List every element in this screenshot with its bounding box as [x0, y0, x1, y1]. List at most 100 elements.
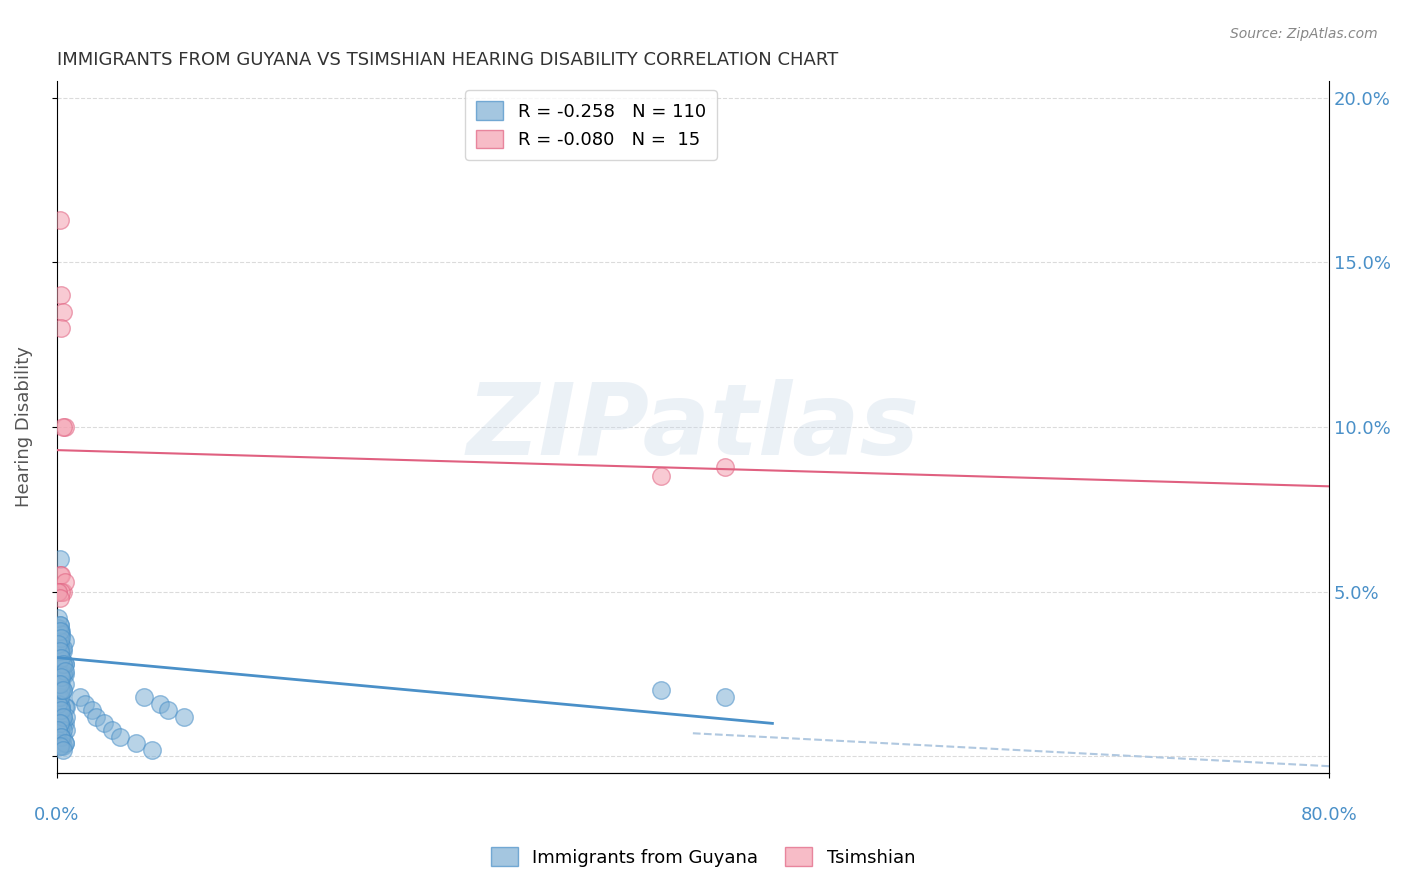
Point	[53, 716, 76, 731]
Point	[51, 321, 73, 335]
Point	[110, 730, 132, 744]
Point	[53, 667, 76, 681]
Point	[53, 677, 76, 691]
Point	[46, 723, 69, 737]
Point	[51, 584, 73, 599]
Point	[49, 617, 72, 632]
Point	[52, 584, 75, 599]
Point	[49, 212, 72, 227]
Point	[173, 710, 195, 724]
Point	[101, 723, 124, 737]
Point	[52, 730, 75, 744]
Point	[46, 697, 69, 711]
Point	[49, 677, 72, 691]
Point	[713, 690, 735, 704]
Point	[52, 716, 75, 731]
Point	[51, 700, 73, 714]
Point	[52, 723, 75, 737]
Point	[49, 683, 72, 698]
Point	[49, 644, 72, 658]
Point	[52, 640, 75, 655]
Point	[650, 683, 672, 698]
Point	[55, 710, 77, 724]
Point	[51, 690, 73, 704]
Point	[75, 697, 97, 711]
Point	[49, 624, 72, 639]
Point	[49, 683, 72, 698]
Point	[52, 644, 75, 658]
Point	[52, 657, 75, 672]
Point	[49, 634, 72, 648]
Point	[51, 677, 73, 691]
Point	[49, 700, 72, 714]
Point	[52, 683, 75, 698]
Point	[49, 551, 72, 566]
Point	[46, 650, 69, 665]
Point	[46, 584, 69, 599]
Point	[51, 670, 73, 684]
Point	[51, 667, 73, 681]
Point	[46, 631, 69, 645]
Point	[51, 730, 73, 744]
Point	[49, 568, 72, 582]
Point	[49, 677, 72, 691]
Point	[51, 683, 73, 698]
Point	[49, 634, 72, 648]
Point	[125, 736, 148, 750]
Point	[51, 739, 73, 754]
Legend: R = -0.258   N = 110, R = -0.080   N =  15: R = -0.258 N = 110, R = -0.080 N = 15	[465, 90, 717, 160]
Point	[53, 420, 76, 434]
Point	[53, 736, 76, 750]
Text: Source: ZipAtlas.com: Source: ZipAtlas.com	[1230, 27, 1378, 41]
Point	[49, 716, 72, 731]
Point	[46, 644, 69, 658]
Point	[46, 584, 69, 599]
Point	[51, 700, 73, 714]
Point	[46, 611, 69, 625]
Point	[49, 624, 72, 639]
Point	[46, 710, 69, 724]
Point	[49, 739, 72, 754]
Point	[53, 657, 76, 672]
Point	[46, 730, 69, 744]
Point	[93, 716, 115, 731]
Point	[51, 683, 73, 698]
Point	[69, 690, 91, 704]
Point	[51, 624, 73, 639]
Point	[51, 723, 73, 737]
Point	[46, 690, 69, 704]
Point	[52, 742, 75, 756]
Point	[141, 742, 163, 756]
Point	[49, 591, 72, 606]
Point	[53, 574, 76, 589]
Point	[49, 617, 72, 632]
Point	[51, 730, 73, 744]
Point	[53, 634, 76, 648]
Point	[49, 716, 72, 731]
Point	[51, 716, 73, 731]
Point	[650, 469, 672, 483]
Point	[51, 703, 73, 717]
Point	[46, 621, 69, 635]
Point	[53, 736, 76, 750]
Point	[51, 650, 73, 665]
Point	[51, 730, 73, 744]
Point	[132, 690, 155, 704]
Y-axis label: Hearing Disability: Hearing Disability	[15, 347, 32, 508]
Point	[53, 664, 76, 678]
Point	[52, 305, 75, 319]
Point	[46, 634, 69, 648]
Point	[53, 700, 76, 714]
Point	[46, 690, 69, 704]
Text: ZIPatlas: ZIPatlas	[467, 378, 920, 475]
Point	[55, 723, 77, 737]
Text: 0.0%: 0.0%	[34, 805, 79, 823]
Point	[52, 739, 75, 754]
Point	[52, 667, 75, 681]
Point	[86, 710, 108, 724]
Point	[46, 677, 69, 691]
Point	[49, 716, 72, 731]
Point	[46, 657, 69, 672]
Point	[46, 637, 69, 651]
Point	[51, 644, 73, 658]
